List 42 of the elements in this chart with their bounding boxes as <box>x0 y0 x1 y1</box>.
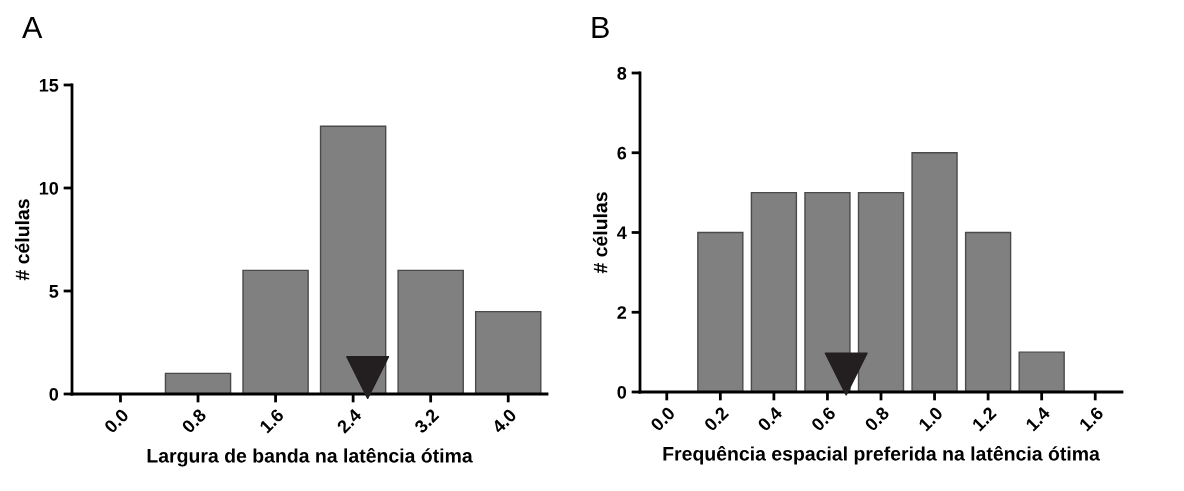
bar <box>697 231 744 392</box>
bar <box>474 310 542 394</box>
chart-title: A <box>22 16 43 38</box>
x-tick-label: 0.6 <box>810 405 837 432</box>
chart-title: B <box>592 16 609 38</box>
x-tick-label: 0.0 <box>103 408 130 434</box>
x-tick-label: 2.4 <box>336 407 363 434</box>
x-tick-label: 4.0 <box>491 408 518 435</box>
bar <box>857 191 905 392</box>
bar <box>164 372 232 394</box>
bar <box>397 269 464 394</box>
x-tick-label: 0.4 <box>756 405 784 432</box>
y-tick-label: 0 <box>49 387 59 401</box>
x-axis-title: Largura de banda na latência ótima <box>147 447 473 467</box>
y-tick-label: 0 <box>617 385 627 399</box>
x-tick-label: 1.4 <box>1025 405 1051 432</box>
bar <box>319 125 387 394</box>
x-tick-label: 1.2 <box>971 406 997 432</box>
bar <box>964 231 1012 392</box>
x-axis-title: Frequência espacial preferida na latência ótima <box>663 445 1100 465</box>
x-tick-label: 0.0 <box>649 406 676 432</box>
x-tick-label: 0.8 <box>181 407 208 434</box>
bar <box>1018 351 1065 392</box>
y-tick-label: 4 <box>617 226 627 240</box>
x-tick-label: 1.6 <box>1078 405 1105 432</box>
x-tick-label: 1.0 <box>917 406 944 432</box>
y-tick-label: 6 <box>617 146 627 160</box>
bar <box>911 152 958 392</box>
y-tick-label: 10 <box>39 181 59 195</box>
y-axis-title: # células <box>592 192 608 274</box>
y-tick-label: 5 <box>49 285 59 298</box>
x-tick-label: 3.2 <box>413 408 440 435</box>
y-tick-label: 15 <box>39 79 59 92</box>
x-tick-label: 0.8 <box>864 405 890 432</box>
bar <box>242 269 309 394</box>
bar <box>804 191 851 392</box>
y-tick-label: 8 <box>617 66 627 80</box>
bar <box>750 191 798 392</box>
x-tick-label: 1.6 <box>258 407 285 434</box>
x-tick-label: 0.2 <box>703 406 730 432</box>
y-axis-title: # células <box>14 199 30 281</box>
y-tick-label: 2 <box>617 306 627 319</box>
